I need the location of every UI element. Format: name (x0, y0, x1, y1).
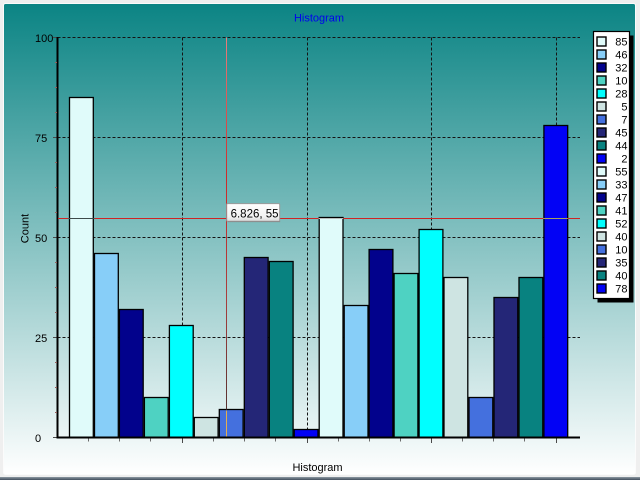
svg-text:40: 40 (615, 232, 627, 244)
svg-text:10: 10 (615, 76, 627, 88)
svg-text:6.826, 55: 6.826, 55 (231, 208, 279, 220)
svg-text:47: 47 (615, 193, 627, 205)
svg-text:10: 10 (615, 245, 627, 257)
svg-text:45: 45 (615, 128, 627, 140)
svg-text:33: 33 (615, 180, 627, 192)
svg-text:52: 52 (615, 219, 627, 231)
svg-text:25: 25 (35, 333, 47, 345)
svg-text:2: 2 (621, 154, 627, 166)
svg-text:100: 100 (35, 33, 53, 45)
svg-text:85: 85 (615, 37, 627, 49)
svg-text:Histogram: Histogram (292, 462, 342, 474)
svg-text:46: 46 (615, 50, 627, 62)
svg-text:5: 5 (621, 102, 627, 114)
svg-text:7: 7 (621, 115, 627, 127)
svg-text:44: 44 (615, 141, 627, 153)
svg-text:32: 32 (615, 63, 627, 75)
svg-text:41: 41 (615, 206, 627, 218)
svg-text:Histogram: Histogram (294, 13, 344, 25)
svg-text:40: 40 (615, 271, 627, 283)
svg-text:78: 78 (615, 284, 627, 296)
svg-text:0: 0 (35, 433, 41, 445)
svg-text:Count: Count (20, 214, 32, 243)
svg-text:35: 35 (615, 258, 627, 270)
svg-text:50: 50 (35, 233, 47, 245)
svg-text:55: 55 (615, 167, 627, 179)
svg-text:75: 75 (35, 133, 47, 145)
svg-text:28: 28 (615, 89, 627, 101)
